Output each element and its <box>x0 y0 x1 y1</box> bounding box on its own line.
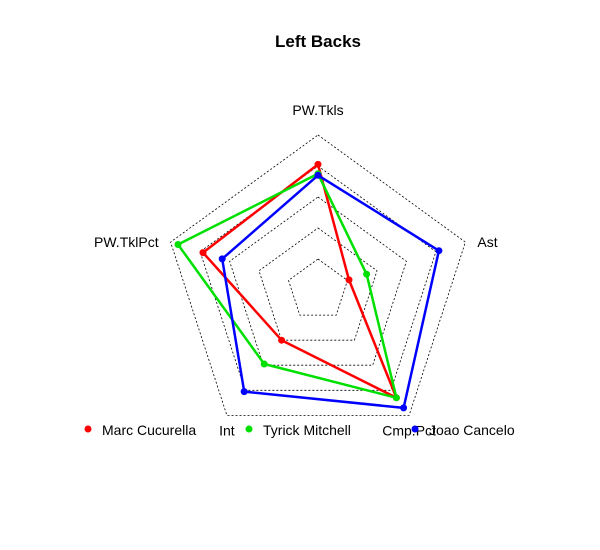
legend-label-tyrick-mitchell: Tyrick Mitchell <box>263 422 351 438</box>
series-line-joao-cancelo <box>220 174 441 410</box>
axis-label-ast: Ast <box>477 234 497 250</box>
data-point-joao-cancelo-cmp-pct <box>400 404 408 412</box>
data-point-joao-cancelo-int <box>240 388 248 396</box>
data-point-tyrick-mitchell-ast <box>363 270 371 278</box>
grid-ring-4 <box>199 165 437 391</box>
data-point-tyrick-mitchell-pw-tklpct <box>174 241 182 248</box>
legend-marker-marc-cucurella <box>84 425 92 433</box>
chart-title: Left Backs <box>275 32 361 51</box>
data-point-tyrick-mitchell-cmp-pct <box>392 394 400 402</box>
data-point-joao-cancelo-pw-tklpct <box>218 255 226 263</box>
legend-marker-joao-cancelo <box>411 425 419 433</box>
axis-label-cmp-pct: Cmp.Pct <box>382 422 436 438</box>
legend-label-marc-cucurella: Marc Cucurella <box>102 422 196 438</box>
data-point-tyrick-mitchell-int <box>260 360 268 368</box>
axis-label-int: Int <box>219 422 235 438</box>
data-point-marc-cucurella-pw-tkls <box>314 160 322 168</box>
grid-ring-3 <box>229 196 407 366</box>
legend-marker-tyrick-mitchell <box>245 425 253 433</box>
data-point-joao-cancelo-pw-tkls <box>314 171 322 179</box>
series-line-marc-cucurella <box>201 163 398 400</box>
grid-ring-1 <box>288 258 348 316</box>
grid-ring-2 <box>258 227 378 341</box>
radar-series <box>174 160 443 412</box>
legend: Marc Cucurella Tyrick Mitchell Joao Cancel… <box>84 422 515 438</box>
axis-labels: PW.Tkls Ast Cmp.Pct Int PW.TklPct <box>94 102 498 438</box>
data-point-marc-cucurella-pw-tklpct <box>199 249 207 257</box>
data-point-marc-cucurella-ast <box>345 276 353 284</box>
legend-label-joao-cancelo: Joao Cancelo <box>429 422 515 438</box>
data-point-joao-cancelo-ast <box>435 247 443 255</box>
axis-label-pw-tklpct: PW.TklPct <box>94 234 159 250</box>
data-point-marc-cucurella-int <box>278 336 286 344</box>
series-line-tyrick-mitchell <box>176 172 398 400</box>
axis-label-pw-tkls: PW.Tkls <box>292 102 343 118</box>
